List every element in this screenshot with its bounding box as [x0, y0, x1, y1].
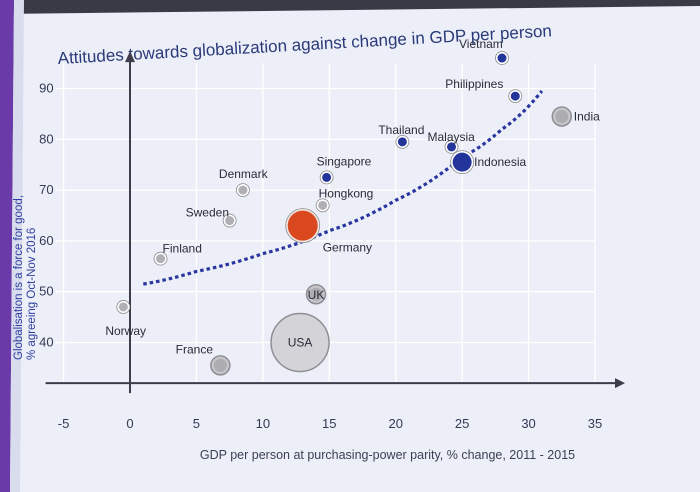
x-tick-label: 35 — [588, 416, 602, 431]
y-axis-title-line: % agreeing Oct-Nov 2016 — [26, 228, 38, 360]
point-label-denmark: Denmark — [219, 167, 269, 181]
data-point-norway: Norway — [105, 300, 146, 338]
y-tick-label: 40 — [39, 335, 53, 350]
point-label-sweden: Sweden — [186, 206, 229, 220]
data-point-germany: Germany — [285, 208, 372, 255]
bubble-finland — [156, 254, 166, 264]
x-tick-label: 20 — [388, 416, 402, 431]
point-label-finland: Finland — [163, 242, 202, 256]
data-point-sweden: Sweden — [186, 206, 237, 228]
x-tick-label: 10 — [256, 416, 270, 431]
bubble-singapore — [322, 172, 332, 182]
bubble-norway — [118, 302, 128, 312]
point-label-india: India — [574, 109, 600, 123]
y-tick-label: 90 — [39, 81, 53, 96]
x-tick-label: -5 — [58, 416, 70, 431]
data-point-singapore: Singapore — [317, 154, 372, 185]
data-point-india: India — [551, 106, 600, 127]
bubble-indonesia — [452, 152, 472, 172]
x-tick-label: 15 — [322, 416, 336, 431]
point-label-uk: UK — [308, 288, 325, 302]
point-label-philippines: Philippines — [445, 77, 503, 91]
x-tick-label: 0 — [126, 416, 133, 431]
bubble-hongkong — [318, 200, 328, 210]
point-label-norway: Norway — [105, 324, 146, 338]
x-tick-label: 25 — [455, 416, 469, 431]
x-axis-arrow — [615, 378, 625, 389]
bubble-germany — [287, 210, 318, 241]
data-point-malaysia: Malaysia — [428, 130, 476, 154]
trend-line — [143, 90, 544, 286]
point-label-usa: USA — [288, 336, 313, 350]
data-point-hongkong: Hongkong — [315, 186, 374, 213]
bubble-denmark — [238, 185, 248, 195]
data-point-philippines: Philippines — [445, 77, 523, 104]
bubble-usa — [270, 312, 330, 373]
y-tick-label: 50 — [39, 284, 53, 299]
bubble-malaysia — [447, 142, 457, 152]
data-point-uk: UK — [305, 283, 327, 305]
point-label-france: France — [176, 342, 214, 356]
bubble-philippines — [510, 91, 520, 101]
data-point-usa: USA — [270, 312, 330, 373]
x-tick-label: 5 — [193, 416, 200, 431]
bubble-core-india — [555, 109, 569, 123]
y-axis-arrow — [125, 51, 135, 63]
data-point-finland: Finland — [153, 242, 202, 266]
point-label-hongkong: Hongkong — [319, 186, 374, 200]
point-label-germany: Germany — [323, 241, 372, 255]
data-point-denmark: Denmark — [219, 167, 269, 198]
data-point-thailand: Thailand — [378, 123, 424, 149]
bubble-vietnam — [497, 53, 507, 63]
data-point-indonesia: Indonesia — [450, 150, 527, 175]
y-tick-label: 80 — [39, 131, 53, 146]
point-label-thailand: Thailand — [378, 123, 424, 137]
y-tick-label: 60 — [39, 233, 53, 248]
point-label-malaysia: Malaysia — [428, 130, 476, 144]
x-tick-label: 30 — [521, 416, 535, 431]
bubbles: Norway Finland Sweden Denmark France USA UK Ger… — [105, 37, 600, 376]
point-label-singapore: Singapore — [317, 154, 372, 168]
axes — [45, 51, 625, 394]
bubble-sweden — [225, 216, 235, 226]
bubble-core-france — [213, 358, 227, 372]
data-point-vietnam: Vietnam — [459, 37, 509, 65]
point-label-vietnam: Vietnam — [459, 37, 503, 51]
data-point-france: France — [176, 342, 231, 376]
bubble-thailand — [397, 137, 407, 147]
y-axis-title-line: Globalisation is a force for good, — [13, 195, 25, 360]
bubble-core-uk — [309, 287, 323, 301]
point-label-indonesia: Indonesia — [474, 155, 526, 169]
tick-labels: -5 0 5 10 15 20 25 30 35 40 50 60 70 80 90 — [39, 81, 602, 432]
x-axis-title: GDP per person at purchasing-power parit… — [200, 448, 575, 462]
y-tick-label: 70 — [39, 182, 53, 197]
y-axis-title: Globalisation is a force for good,% agre… — [13, 195, 38, 360]
